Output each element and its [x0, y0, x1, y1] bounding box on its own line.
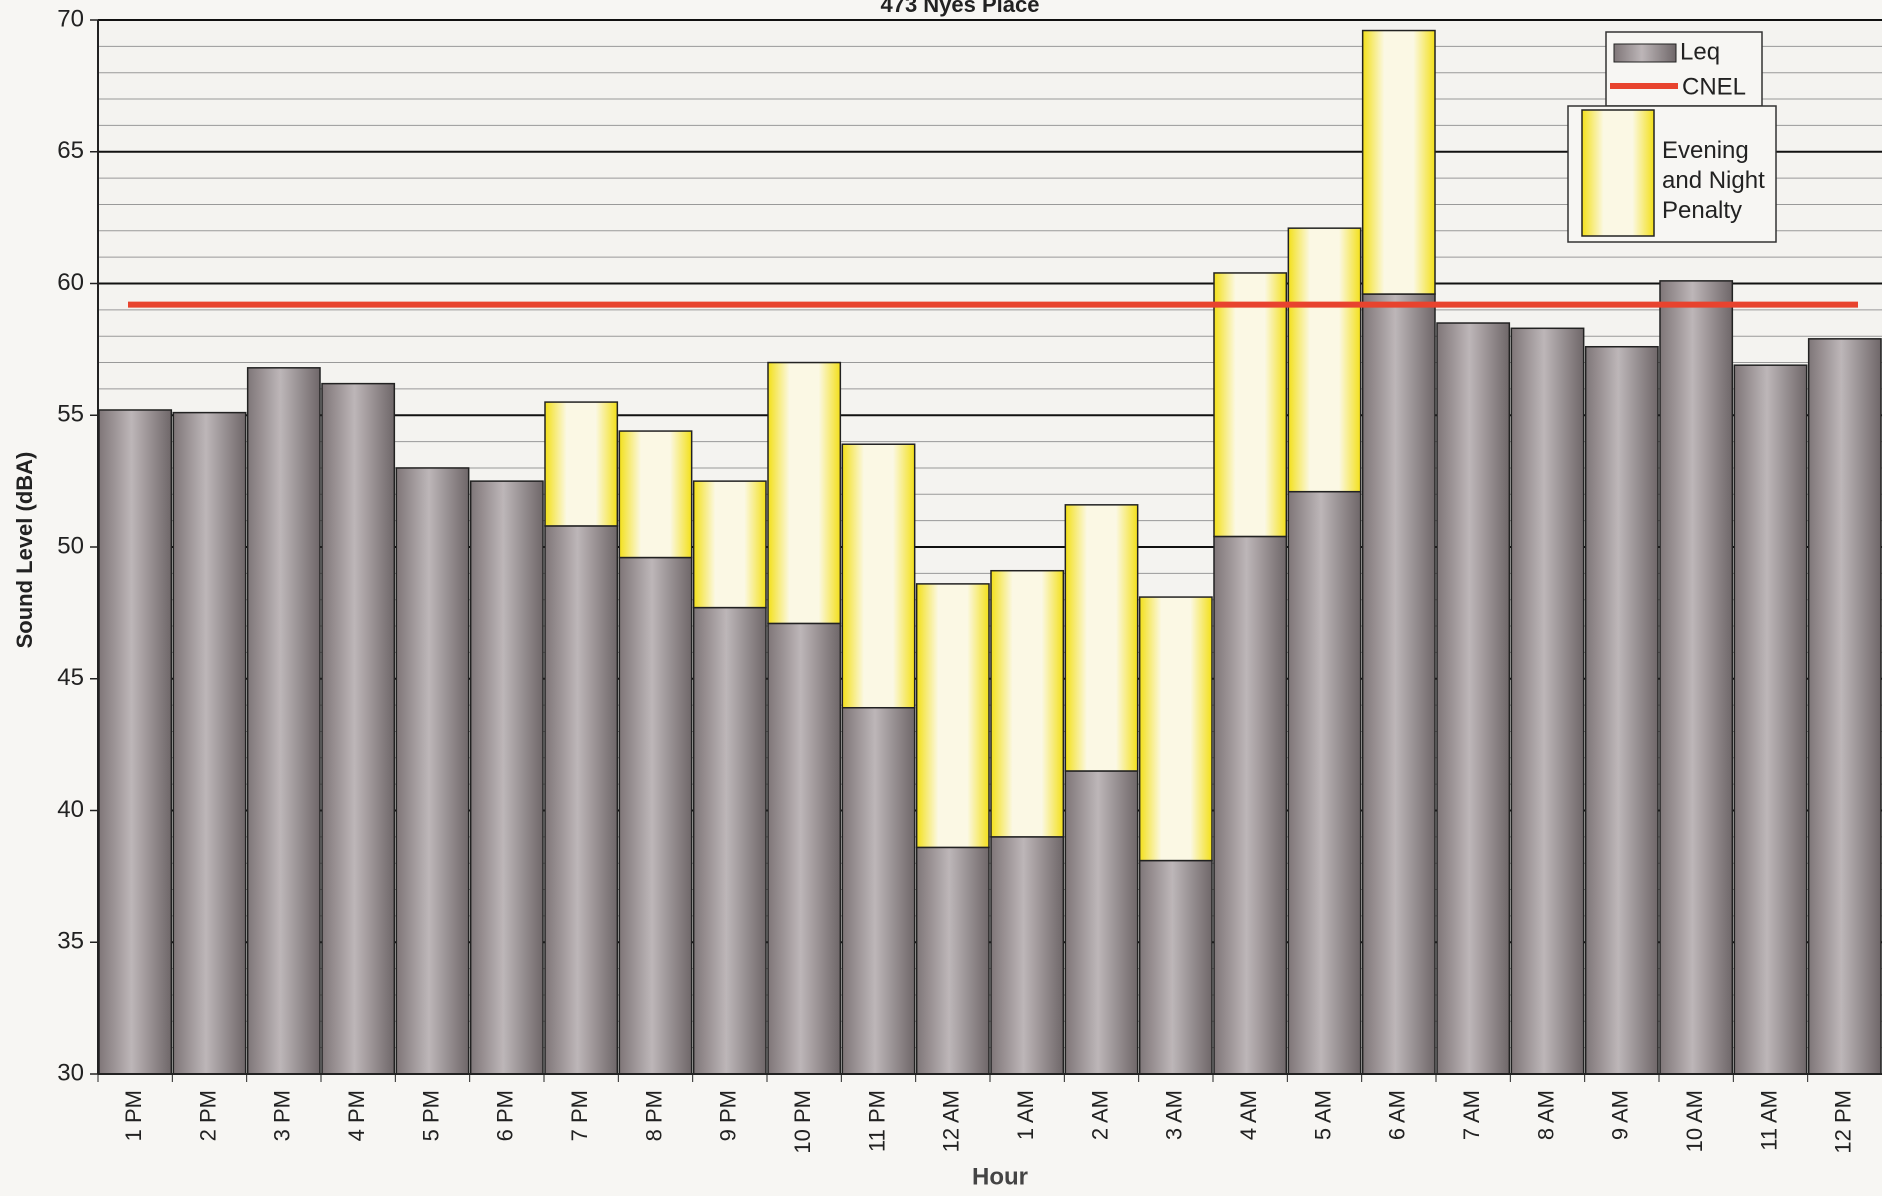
x-tick-label: 5 PM — [418, 1090, 443, 1141]
x-tick-label: 2 AM — [1087, 1090, 1112, 1140]
x-tick-label: 6 PM — [493, 1090, 518, 1141]
bar — [98, 409, 173, 1075]
y-tick-label: 55 — [57, 401, 84, 428]
x-tick-label: 1 PM — [121, 1090, 146, 1141]
x-tick-label: 1 AM — [1013, 1090, 1038, 1140]
bar — [1138, 859, 1213, 1075]
bar — [1584, 345, 1659, 1075]
x-tick-label: 9 AM — [1608, 1090, 1633, 1140]
y-tick-label: 30 — [57, 1059, 84, 1086]
bar — [1361, 293, 1436, 1075]
bar — [692, 606, 767, 1075]
penalty-bar — [1287, 227, 1362, 493]
bar — [1064, 770, 1139, 1075]
bar — [1510, 327, 1585, 1075]
bar — [321, 382, 396, 1075]
bar — [767, 622, 842, 1075]
x-axis-label: Hour — [972, 1163, 1028, 1190]
penalty-bar — [692, 480, 767, 609]
x-tick-label: 11 PM — [864, 1090, 889, 1152]
penalty-bar — [915, 583, 990, 849]
bar — [1807, 338, 1882, 1075]
y-tick-label: 45 — [57, 664, 84, 691]
penalty-bar — [767, 361, 842, 625]
bar — [618, 556, 693, 1075]
legend-label: Leq — [1680, 38, 1720, 65]
bar — [469, 480, 544, 1075]
x-tick-label: 8 PM — [641, 1090, 666, 1141]
y-tick-label: 60 — [57, 269, 84, 296]
bar — [1436, 322, 1511, 1075]
penalty-bar — [841, 443, 916, 709]
bar — [990, 836, 1065, 1075]
bar — [1659, 280, 1734, 1075]
x-tick-label: 12 AM — [939, 1090, 964, 1152]
bar — [246, 367, 321, 1075]
y-tick-label: 35 — [57, 928, 84, 955]
penalty-bar — [1361, 29, 1436, 295]
x-tick-label: 5 AM — [1310, 1090, 1335, 1140]
x-tick-label: 7 AM — [1459, 1090, 1484, 1140]
y-tick-label: 40 — [57, 796, 84, 823]
y-tick-label: 70 — [57, 5, 84, 32]
legend-label: Evening and Night Penalty — [1662, 137, 1765, 224]
legend-swatch — [1613, 43, 1677, 63]
x-tick-label: 12 PM — [1831, 1090, 1856, 1154]
bar — [1287, 490, 1362, 1075]
x-tick-label: 9 PM — [716, 1090, 741, 1141]
x-tick-label: 4 PM — [344, 1090, 369, 1141]
x-tick-label: 6 AM — [1385, 1090, 1410, 1140]
bar — [1733, 364, 1808, 1075]
bar — [172, 411, 247, 1075]
y-tick-label: 50 — [57, 532, 84, 559]
bar — [1213, 535, 1288, 1075]
penalty-bar — [990, 569, 1065, 838]
y-axis-label: Sound Level (dBA) — [12, 452, 37, 649]
x-tick-label: 3 PM — [270, 1090, 295, 1141]
x-tick-label: 10 AM — [1682, 1090, 1707, 1152]
penalty-bar — [544, 401, 619, 527]
legend-swatch — [1581, 109, 1655, 237]
x-tick-label: 3 AM — [1162, 1090, 1187, 1140]
chart-title: 473 Nyes Place — [880, 0, 1039, 17]
x-tick-label: 10 PM — [790, 1090, 815, 1154]
penalty-bar — [1213, 272, 1288, 538]
penalty-bar — [1064, 504, 1139, 772]
bar — [915, 846, 990, 1075]
x-tick-label: 8 AM — [1533, 1090, 1558, 1140]
x-tick-label: 2 PM — [195, 1090, 220, 1141]
bar — [544, 525, 619, 1075]
penalty-bar — [618, 430, 693, 559]
legend-label: CNEL — [1682, 73, 1746, 100]
x-tick-label: 11 AM — [1756, 1090, 1781, 1151]
x-tick-label: 4 AM — [1236, 1090, 1261, 1140]
y-tick-label: 65 — [57, 137, 84, 164]
bar — [395, 467, 470, 1075]
x-tick-label: 7 PM — [567, 1090, 592, 1141]
penalty-bar — [1138, 596, 1213, 862]
bar — [841, 706, 916, 1075]
